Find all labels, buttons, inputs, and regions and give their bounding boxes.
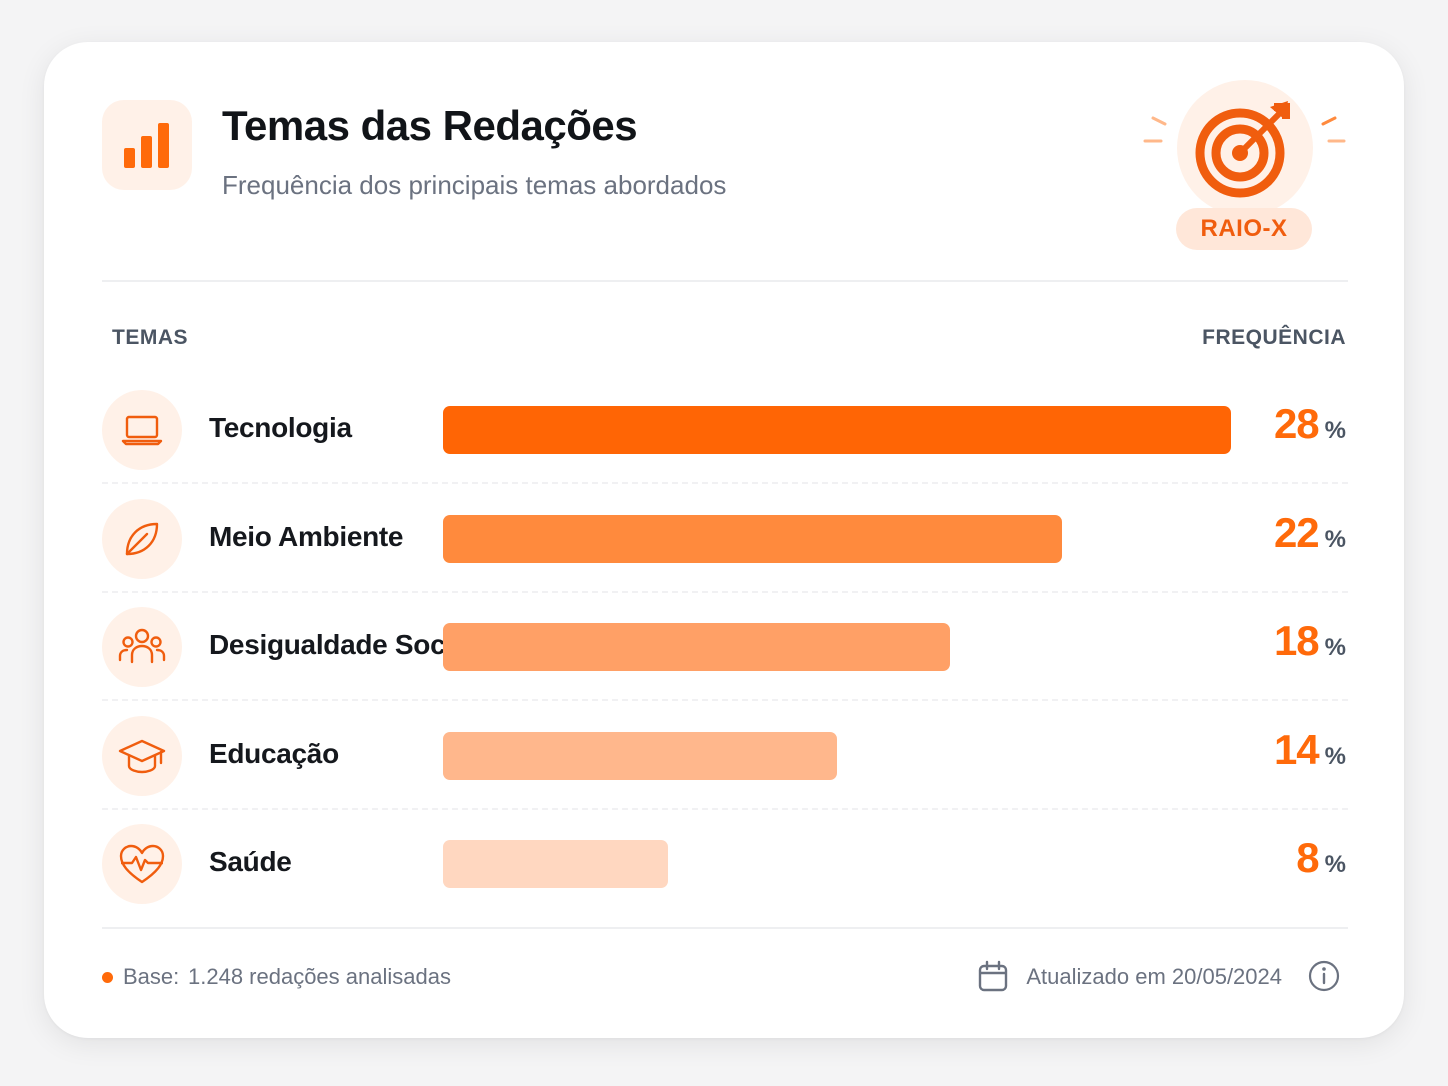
- theme-row: Educação 14%: [102, 702, 1348, 810]
- frequency-bar: [443, 514, 1062, 563]
- frequency-number: 8: [1296, 834, 1319, 882]
- raio-x-badge: RAIO-X: [1139, 76, 1349, 256]
- row-separator: [102, 590, 1348, 593]
- frequency-bar: [443, 840, 668, 889]
- frequency-number: 14: [1273, 725, 1320, 773]
- frequency-value: 18%: [1274, 617, 1346, 665]
- header-divider: [102, 280, 1348, 282]
- bar-chart-icon: [102, 100, 192, 190]
- people-group-icon: [102, 607, 182, 688]
- frequency-number: 28: [1273, 400, 1320, 447]
- heart-pulse-icon: [102, 824, 182, 905]
- theme-label: Meio Ambiente: [209, 520, 404, 552]
- theme-row: Saúde 8%: [102, 810, 1348, 918]
- info-icon[interactable]: [1308, 960, 1340, 997]
- percent-sign: %: [1324, 851, 1346, 879]
- leaf-icon: [102, 498, 182, 579]
- theme-label: Desigualdade Social: [209, 629, 476, 661]
- theme-label: Saúde: [209, 846, 292, 878]
- theme-row: Tecnologia 28%: [102, 376, 1348, 484]
- row-separator: [102, 807, 1348, 810]
- theme-row: Meio Ambiente 22%: [102, 485, 1348, 593]
- frequency-number: 18: [1273, 617, 1320, 665]
- graduation-cap-icon: [102, 715, 182, 796]
- percent-sign: %: [1324, 634, 1346, 662]
- frequency-value: 8%: [1296, 834, 1346, 882]
- badge-label: RAIO-X: [1176, 208, 1312, 250]
- frequency-bar: [443, 731, 837, 780]
- frequency-value: 28%: [1274, 400, 1346, 448]
- chart-card: Temas das Redações Frequência dos princi…: [44, 42, 1404, 1038]
- percent-sign: %: [1324, 742, 1346, 770]
- footer-base-label: Base:: [123, 964, 180, 989]
- percent-sign: %: [1324, 417, 1346, 444]
- card-title: Temas das Redações: [222, 102, 638, 149]
- percent-sign: %: [1324, 525, 1346, 553]
- frequency-value: 14%: [1274, 726, 1346, 774]
- laptop-icon: [102, 390, 182, 470]
- frequency-number: 22: [1273, 508, 1320, 556]
- frequency-value: 22%: [1274, 509, 1346, 557]
- card-subtitle: Frequência dos principais temas abordado…: [222, 170, 727, 200]
- footer-base-value: 1.248 redações analisadas: [188, 964, 451, 989]
- theme-row: Desigualdade Social 18%: [102, 593, 1348, 702]
- calendar-icon: [978, 960, 1008, 997]
- target-arrow-icon: [1177, 80, 1313, 216]
- theme-label: Tecnologia: [209, 412, 352, 443]
- footer-updated: Atualizado em 20/05/2024: [1026, 964, 1282, 989]
- theme-label: Educação: [209, 737, 339, 769]
- sparkle-rays: [1143, 116, 1346, 143]
- frequency-bar: [443, 406, 1231, 454]
- row-separator: [102, 699, 1348, 702]
- frequency-bar: [443, 623, 950, 672]
- column-header-themes: TEMAS: [112, 326, 188, 349]
- column-header-frequency: FREQUÊNCIA: [1202, 326, 1346, 349]
- footer-divider: [102, 927, 1348, 929]
- row-separator: [102, 482, 1348, 484]
- status-dot-icon: [102, 972, 113, 983]
